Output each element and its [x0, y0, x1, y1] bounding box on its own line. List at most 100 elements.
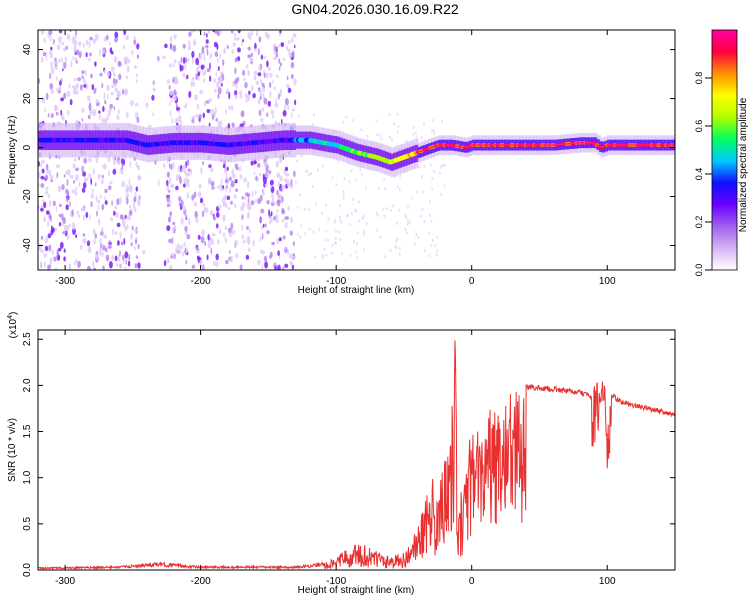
spectrogram-noise-cell [240, 110, 245, 117]
spectrogram-noise-cell [66, 178, 69, 187]
spectrogram-noise-cell [166, 179, 169, 187]
spectrogram-noise-cell [60, 97, 64, 102]
spectrogram-noise-cell [176, 243, 180, 249]
spectrogram-noise-cell [73, 39, 77, 47]
spectrogram-noise-cell [106, 114, 109, 122]
spectrogram-noise-cell [224, 178, 229, 184]
spectrogram-noise-cell [75, 90, 79, 95]
spectrogram-noise-cell [93, 167, 95, 175]
spectrogram-noise-cell [42, 52, 47, 57]
spectrogram-x-tick-label: 0 [469, 276, 475, 287]
spectrogram-noise-cell [152, 87, 156, 92]
spectrogram-noise-cell [58, 30, 63, 34]
spectrogram-noise-cell [183, 183, 186, 188]
spectrogram-noise-cell [224, 237, 228, 243]
spectrogram-noise-cell [365, 186, 368, 190]
spectrogram-noise-cell [281, 195, 284, 203]
spectrogram-noise-cell [286, 45, 289, 52]
spectrogram-noise-cell [113, 210, 116, 216]
spectrogram-noise-cell [76, 49, 80, 56]
spectrogram-noise-cell [376, 228, 379, 232]
spectrogram-noise-cell [175, 185, 179, 191]
spectrogram-noise-cell [436, 249, 439, 253]
spectrogram-noise-cell [180, 120, 183, 126]
colorbar-tick-label: 0.4 [694, 168, 704, 181]
spectrogram-noise-cell [195, 114, 199, 118]
spectrogram-noise-cell [255, 175, 258, 182]
spectrogram-noise-cell [193, 191, 197, 199]
spectrogram-noise-cell [322, 164, 324, 168]
spectrogram-noise-cell [111, 254, 115, 262]
spectrogram-noise-cell [345, 115, 348, 119]
spectrogram-noise-cell [108, 185, 112, 191]
spectrogram-noise-cell [314, 255, 317, 259]
spectrogram-noise-cell [209, 237, 211, 241]
spectrogram-noise-cell [376, 133, 379, 137]
spectrogram-noise-cell [57, 185, 62, 193]
spectrogram-noise-cell [255, 80, 260, 86]
spectrogram-noise-cell [237, 47, 241, 53]
spectrogram-noise-cell [284, 166, 289, 172]
spectrogram-noise-cell [173, 34, 177, 39]
spectrogram-noise-cell [312, 113, 315, 117]
snr-panel: -300 -200 -100 0 100 0.0 0.5 1.0 1.5 2.0 2.5 Heig… [7, 312, 676, 596]
spectrogram-noise-cell [210, 238, 215, 246]
spectrogram-band-cell [675, 140, 678, 151]
spectrogram-noise-cell [196, 103, 200, 110]
spectrogram-noise-cell [352, 197, 355, 201]
spectrogram-noise-cell [117, 160, 121, 165]
spectrogram-noise-cell [83, 157, 87, 164]
spectrogram-noise-cell [435, 253, 438, 257]
spectrogram-noise-cell [48, 244, 52, 252]
spectrogram-noise-cell [69, 174, 74, 179]
spectrogram-noise-cell [126, 223, 129, 230]
spectrogram-noise-cell [81, 70, 85, 75]
spectrogram-noise-cell [131, 225, 134, 231]
spectrogram-noise-cell [172, 221, 176, 226]
spectrogram-noise-cell [133, 39, 137, 45]
spectrogram-noise-cell [131, 50, 134, 56]
spectrogram-noise-cell [49, 82, 54, 90]
spectrogram-noise-cell [124, 214, 127, 219]
spectrogram-noise-cell [196, 246, 199, 251]
spectrogram-noise-cell [254, 48, 257, 52]
spectrogram-noise-cell [218, 204, 221, 209]
spectrogram-noise-cell [169, 102, 171, 106]
spectrogram-noise-cell [378, 187, 380, 191]
snr-x-tick-label: 0 [469, 576, 475, 587]
spectrogram-noise-cell [59, 203, 62, 208]
spectrogram-noise-cell [129, 160, 131, 169]
spectrogram-noise-cell [348, 180, 351, 184]
spectrogram-noise-cell [137, 175, 142, 181]
spectrogram-noise-cell [90, 73, 93, 79]
spectrogram-y-axis: -40 -20 0 20 40 [22, 44, 675, 253]
spectrogram-noise-cell [287, 205, 290, 211]
spectrogram-noise-cell [277, 43, 280, 48]
spectrogram-noise-cell [97, 173, 101, 180]
spectrogram-noise-cell [269, 72, 273, 78]
spectrogram-noise-cell [273, 201, 276, 206]
spectrogram-noise-cell [104, 234, 107, 240]
spectrogram-noise-cell [430, 243, 433, 247]
spectrogram-noise-cell [266, 33, 271, 40]
spectrogram-noise-cell [75, 30, 78, 36]
spectrogram-noise-cell [234, 239, 239, 247]
spectrogram-noise-cell [134, 102, 139, 107]
spectrogram-noise-cell [114, 231, 118, 235]
spectrogram-noise-cell [134, 207, 137, 212]
spectrogram-noise-cell [266, 230, 270, 235]
spectrogram-noise-cell [41, 168, 45, 174]
spectrogram-noise-cell [433, 170, 435, 174]
spectrogram-noise-cell [179, 245, 184, 250]
spectrogram-noise-cell [126, 65, 130, 73]
spectrogram-noise-cell [102, 164, 106, 169]
spectrogram-noise-cell [242, 239, 246, 244]
spectrogram-noise-cell [122, 214, 126, 222]
spectrogram-noise-cell [398, 252, 401, 256]
spectrogram-noise-cell [43, 253, 47, 258]
spectrogram-noise-cell [99, 114, 102, 121]
spectrogram-noise-cell [405, 215, 408, 219]
spectrogram-noise-cell [254, 42, 257, 51]
spectrogram-noise-cell [108, 170, 111, 177]
spectrogram-noise-cell [237, 56, 241, 62]
